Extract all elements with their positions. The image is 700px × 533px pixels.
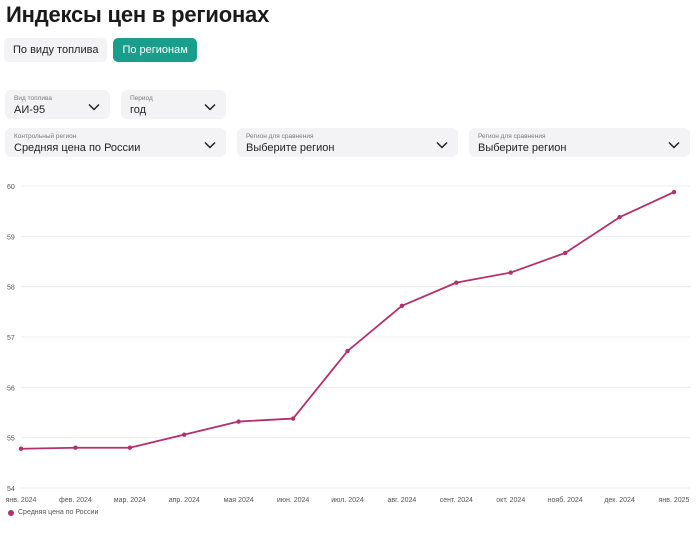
x-tick-label: янв. 2025: [659, 497, 690, 504]
data-point: [236, 419, 241, 424]
legend-label: Средняя цена по России: [18, 509, 99, 516]
view-tabs: По виду топлива По регионам: [4, 38, 197, 62]
x-tick-label: авг. 2024: [388, 497, 417, 504]
y-tick-label: 56: [7, 385, 15, 392]
y-tick-label: 55: [7, 436, 15, 443]
x-tick-label: нояб. 2024: [548, 496, 583, 504]
chevron-down-icon: [204, 103, 216, 111]
period-value: год: [130, 104, 147, 116]
control-region-value: Средняя цена по России: [14, 142, 141, 154]
chevron-down-icon: [204, 141, 216, 149]
x-tick-label: июн. 2024: [277, 497, 310, 504]
data-point: [454, 280, 459, 285]
data-point: [182, 432, 187, 437]
x-tick-label: июл. 2024: [331, 497, 364, 504]
data-point: [617, 215, 622, 220]
y-tick-label: 58: [7, 285, 15, 292]
control-region-select[interactable]: Контрольный регион Средняя цена по Росси…: [5, 128, 226, 157]
control-region-label: Контрольный регион: [14, 133, 77, 140]
chevron-down-icon: [668, 141, 680, 149]
x-tick-label: дек. 2024: [604, 497, 635, 504]
legend-marker: [8, 509, 14, 516]
y-tick-label: 59: [7, 234, 15, 241]
price-line-chart: 54 55 56 57 58 59 60 янв. 2024 фев. 2024 мар. 202…: [6, 184, 690, 504]
compare-region-value: Выберите регион: [246, 142, 335, 154]
data-point: [127, 445, 133, 450]
chevron-down-icon: [436, 141, 448, 149]
y-tick-label: 54: [7, 486, 15, 493]
tab-by-regions[interactable]: По регионам: [113, 38, 197, 62]
chevron-down-icon: [88, 103, 100, 111]
compare-region-select-1[interactable]: Регион для сравнения Выберите регион: [237, 128, 458, 157]
x-tick-label: мая 2024: [224, 497, 254, 504]
data-point: [508, 270, 513, 275]
period-select[interactable]: Период год: [121, 90, 226, 119]
data-point: [399, 303, 405, 308]
data-point: [562, 250, 568, 256]
fuel-type-select[interactable]: Вид топлива АИ-95: [5, 90, 110, 119]
compare-region-label: Регион для сравнения: [246, 133, 314, 140]
x-tick-label: апр. 2024: [169, 497, 200, 504]
data-point: [345, 348, 350, 354]
x-tick-label: окт. 2024: [496, 497, 525, 504]
x-tick-label: янв. 2024: [6, 497, 37, 504]
compare-region-label: Регион для сравнения: [478, 133, 546, 140]
data-point: [671, 189, 677, 195]
fuel-type-label: Вид топлива: [14, 95, 53, 102]
series-line: [20, 191, 675, 450]
page-title: Индексы цен в регионах: [6, 2, 270, 27]
period-label: Период: [130, 95, 153, 102]
data-point: [73, 445, 78, 450]
compare-region-select-2[interactable]: Регион для сравнения Выберите регион: [469, 128, 690, 157]
y-tick-label: 60: [7, 184, 15, 191]
y-tick-label: 57: [7, 335, 15, 342]
x-tick-label: сент. 2024: [440, 497, 473, 504]
x-tick-label: фев. 2024: [59, 497, 92, 504]
tab-by-fuel-type[interactable]: По виду топлива: [4, 38, 108, 62]
chart-legend: Средняя цена по России: [8, 509, 98, 516]
data-point: [18, 446, 24, 451]
compare-region-value: Выберите регион: [478, 142, 567, 154]
data-point: [290, 416, 296, 421]
fuel-type-value: АИ-95: [14, 104, 46, 116]
x-tick-label: мар. 2024: [114, 497, 146, 504]
